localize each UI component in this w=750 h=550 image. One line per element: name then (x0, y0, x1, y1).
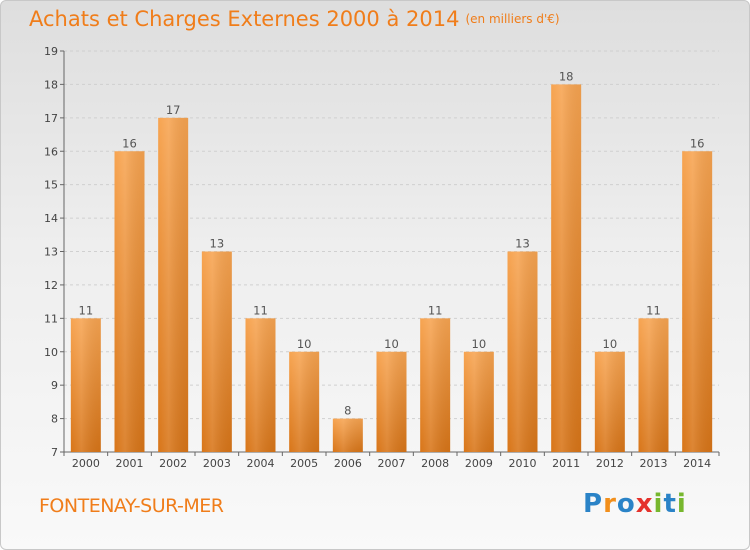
x-tick-label-2012: 2012 (596, 457, 624, 470)
y-tick-label: 16 (44, 145, 58, 158)
x-tick-label-2004: 2004 (247, 457, 275, 470)
value-label-2002: 17 (166, 103, 181, 117)
y-tick-label: 17 (44, 112, 58, 125)
chart-title-text: Achats et Charges Externes 2000 à 2014 (29, 7, 460, 31)
bar-shine (551, 84, 582, 453)
bar-shine (594, 351, 625, 452)
y-tick-label: 19 (44, 45, 58, 58)
x-tick-label-2013: 2013 (640, 457, 668, 470)
value-label-2013: 11 (646, 303, 661, 317)
value-label-2007: 10 (384, 337, 399, 351)
x-tick-label-2003: 2003 (203, 457, 231, 470)
x-tick-label-2009: 2009 (465, 457, 493, 470)
value-label-2006: 8 (344, 404, 351, 418)
y-tick-label: 13 (44, 246, 58, 259)
y-tick-label: 18 (44, 78, 58, 91)
y-tick-label: 9 (51, 379, 58, 392)
bar-shine (158, 117, 189, 452)
x-tick-label-2002: 2002 (159, 457, 187, 470)
bar-shine (114, 151, 145, 452)
y-tick-label: 8 (51, 413, 58, 426)
x-tick-label-2014: 2014 (683, 457, 711, 470)
x-tick-label-2011: 2011 (552, 457, 580, 470)
city-name: FONTENAY-SUR-MER (39, 495, 224, 517)
y-tick-label: 14 (44, 212, 58, 225)
value-label-2001: 16 (122, 136, 137, 150)
value-label-2012: 10 (603, 337, 618, 351)
value-label-2004: 11 (253, 303, 268, 317)
chart-title: Achats et Charges Externes 2000 à 2014 (e… (29, 7, 560, 31)
bar-shine (420, 318, 451, 452)
y-tick-label: 11 (44, 312, 58, 325)
bar-shine (245, 318, 276, 452)
bar-shine (332, 418, 363, 452)
proxiti-logo: Proxiti (583, 489, 687, 519)
bar-shine (376, 351, 407, 452)
x-tick-label-2000: 2000 (72, 457, 100, 470)
x-tick-label-2008: 2008 (421, 457, 449, 470)
value-label-2008: 11 (428, 303, 443, 317)
bar-shine (682, 151, 713, 452)
x-tick-label-2010: 2010 (509, 457, 537, 470)
x-tick-label-2006: 2006 (334, 457, 362, 470)
bar-shine (463, 351, 494, 452)
value-label-2014: 16 (690, 136, 705, 150)
y-tick-label: 10 (44, 346, 58, 359)
bar-shine (638, 318, 669, 452)
bar-shine (507, 251, 538, 452)
value-label-2000: 11 (79, 303, 94, 317)
value-label-2010: 13 (515, 237, 530, 251)
bar-shine (70, 318, 101, 452)
x-tick-label-2001: 2001 (116, 457, 144, 470)
bar-shine (201, 251, 232, 452)
value-label-2009: 10 (472, 337, 487, 351)
value-label-2003: 13 (210, 237, 225, 251)
value-label-2005: 10 (297, 337, 312, 351)
x-tick-label-2007: 2007 (378, 457, 406, 470)
bar-shine (289, 351, 320, 452)
x-tick-label-2005: 2005 (290, 457, 318, 470)
y-tick-label: 12 (44, 279, 58, 292)
y-tick-label: 7 (51, 446, 58, 459)
chart-unit: (en milliers d'€) (465, 12, 560, 26)
value-label-2011: 18 (559, 69, 574, 83)
y-tick-label: 15 (44, 179, 58, 192)
